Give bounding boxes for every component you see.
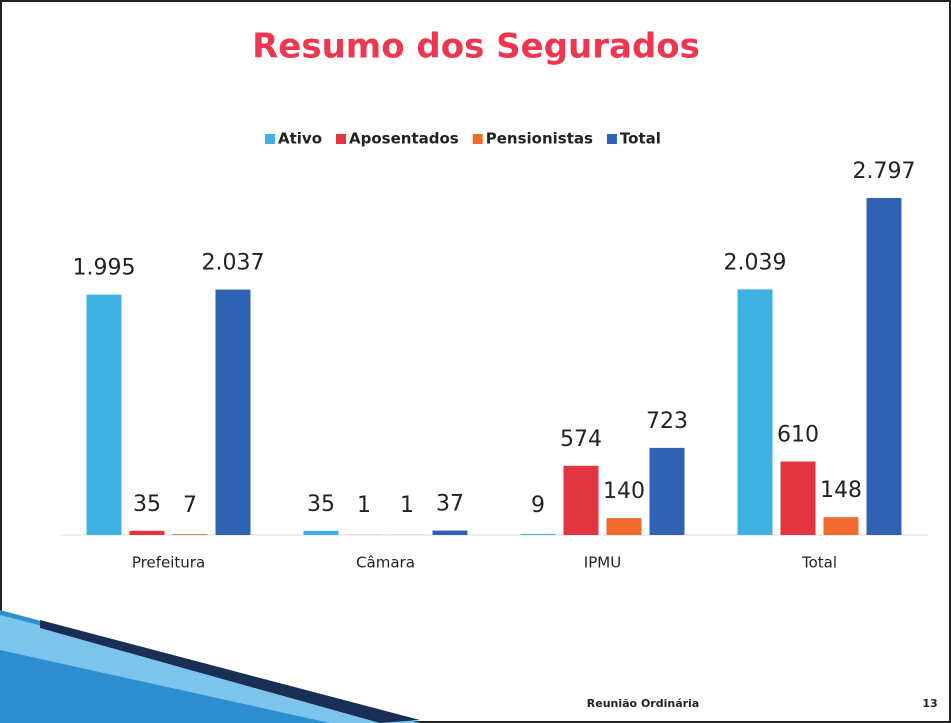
value-label: 1 (357, 493, 371, 518)
legend-label: Aposentados (349, 130, 459, 148)
decor-swoosh-dark (40, 620, 420, 723)
value-label: 140 (603, 479, 645, 504)
bar (520, 533, 556, 535)
value-label: 2.039 (724, 250, 787, 275)
value-label: 9 (531, 493, 545, 518)
bar (215, 289, 251, 535)
legend-swatch (336, 134, 347, 144)
bar (823, 517, 859, 535)
legend-swatch (472, 134, 483, 144)
legend-swatch (606, 134, 617, 144)
bar (737, 289, 773, 535)
bar (606, 518, 642, 535)
value-label: 37 (436, 492, 464, 517)
bar (129, 530, 165, 535)
x-tick-label: Prefeitura (132, 554, 205, 572)
value-label: 574 (560, 427, 602, 452)
bar (563, 465, 599, 535)
chart-title: Resumo dos Segurados (252, 27, 700, 67)
value-label: 35 (307, 492, 335, 517)
value-label: 1.995 (73, 256, 136, 281)
x-tick-label: Total (801, 554, 837, 572)
x-tick-label: IPMU (584, 554, 621, 572)
footer-text: Reunião Ordinária (587, 697, 699, 710)
bar (866, 198, 902, 535)
value-label: 2.797 (853, 159, 916, 184)
value-label: 723 (646, 409, 688, 434)
legend-swatch (265, 134, 275, 144)
bar (432, 530, 468, 535)
page-number: 13 (922, 697, 937, 710)
legend-label: Ativo (278, 130, 322, 148)
legend-label: Pensionistas (486, 130, 593, 148)
bar (86, 294, 122, 535)
value-label: 148 (820, 478, 862, 503)
value-label: 1 (400, 493, 414, 518)
bar (303, 530, 339, 535)
bar (649, 447, 685, 535)
x-tick-label: Câmara (356, 554, 415, 572)
bar (172, 534, 208, 535)
bar (780, 461, 816, 535)
legend-label: Total (620, 130, 661, 148)
value-label: 35 (133, 492, 161, 517)
value-label: 2.037 (202, 251, 265, 276)
value-label: 7 (183, 493, 197, 518)
value-label: 610 (777, 423, 819, 448)
